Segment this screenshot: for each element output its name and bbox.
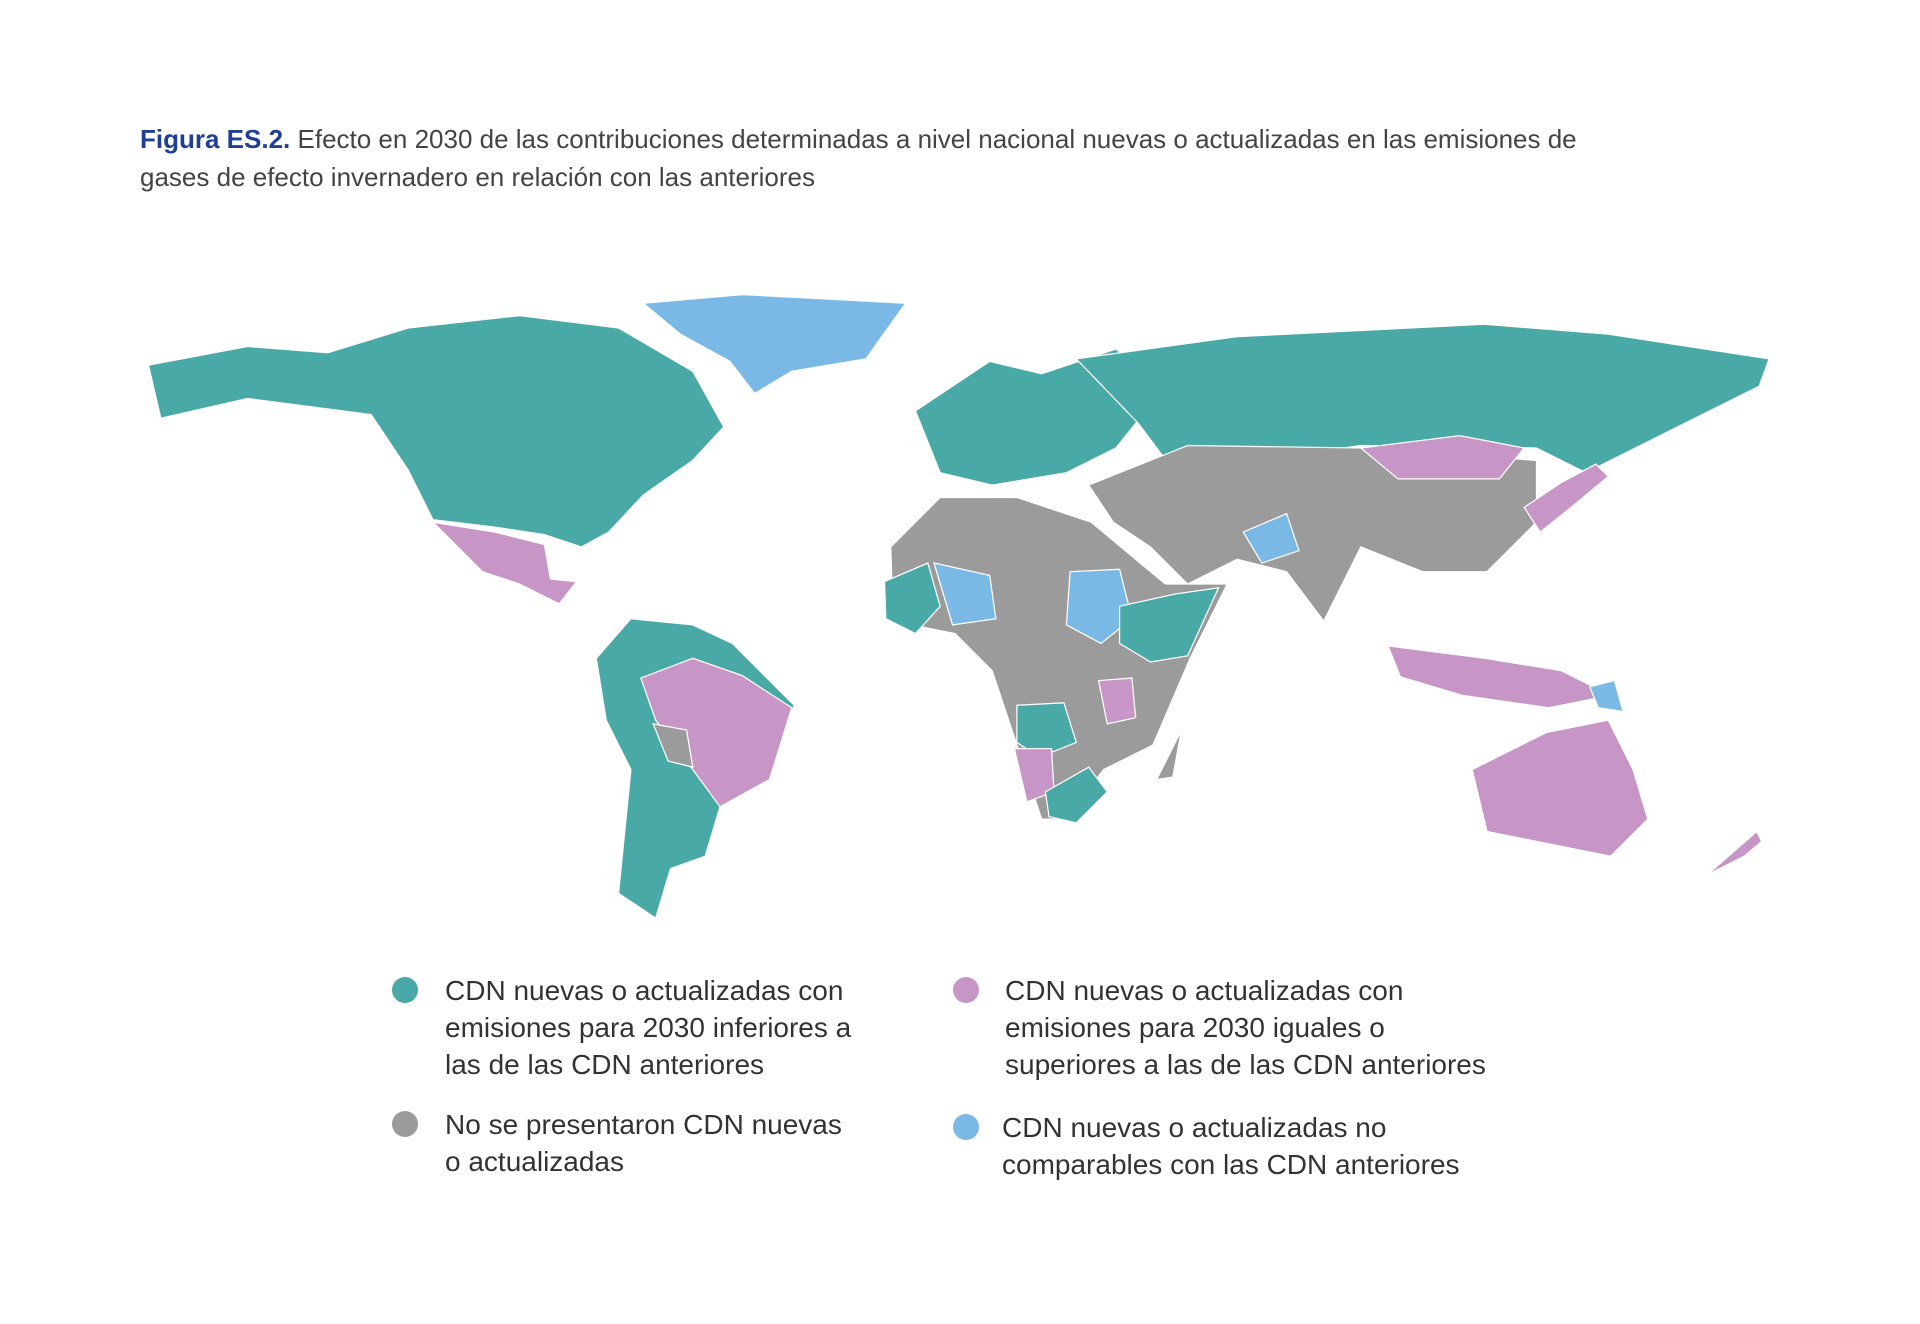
legend-line: emisiones para 2030 iguales o: [1005, 1012, 1385, 1043]
figure-label: Figura ES.2.: [140, 124, 291, 154]
legend-text: CDN nuevas o actualizadas con emisiones p…: [1005, 972, 1486, 1083]
legend-line: CDN nuevas o actualizadas con: [1005, 975, 1404, 1006]
region: [1706, 830, 1763, 876]
region: [431, 521, 578, 605]
region: [1359, 434, 1526, 480]
figure-title: Figura ES.2. Efecto en 2030 de las contr…: [140, 120, 1840, 196]
region: [147, 314, 725, 548]
region: [1065, 568, 1133, 645]
region: [1155, 729, 1183, 781]
legend-line: emisiones para 2030 inferiores a: [445, 1012, 852, 1043]
title-line: gases de efecto invernadero en relación …: [140, 162, 815, 192]
legend-marker: [392, 1111, 418, 1137]
legend-marker: [392, 977, 418, 1003]
legend-line: superiores a las de las CDN anteriores: [1005, 1049, 1486, 1080]
legend-line: CDN nuevas o actualizadas con: [445, 975, 844, 1006]
legend-line: o actualizadas: [445, 1146, 625, 1177]
region: [1097, 677, 1137, 725]
legend-line: CDN nuevas o actualizadas no: [1002, 1112, 1387, 1143]
legend-marker: [953, 1114, 979, 1140]
region: [1523, 463, 1610, 534]
region: [641, 293, 907, 395]
legend-line: No se presentaron CDN nuevas: [445, 1109, 842, 1140]
region: [1016, 702, 1078, 758]
region: [1242, 512, 1300, 564]
region: [1588, 679, 1624, 713]
legend-text: CDN nuevas o actualizadas no comparables …: [1002, 1109, 1460, 1183]
region: [883, 562, 941, 635]
legend-line: las de las CDN anteriores: [445, 1049, 765, 1080]
region: [1387, 645, 1613, 709]
title-text: Efecto en 2030 de las contribuciones det…: [297, 124, 1577, 154]
legend-marker: [953, 977, 979, 1003]
legend-line: comparables con las CDN anteriores: [1002, 1149, 1460, 1180]
region: [652, 723, 694, 768]
region: [1044, 766, 1109, 824]
region: [1118, 587, 1220, 663]
region: [1471, 719, 1649, 857]
legend-text: No se presentaron CDN nuevas o actualizad…: [445, 1106, 842, 1180]
region: [933, 562, 997, 626]
legend-text: CDN nuevas o actualizadas con emisiones p…: [445, 972, 851, 1083]
title-line: Figura ES.2. Efecto en 2030 de las contr…: [140, 120, 1840, 158]
